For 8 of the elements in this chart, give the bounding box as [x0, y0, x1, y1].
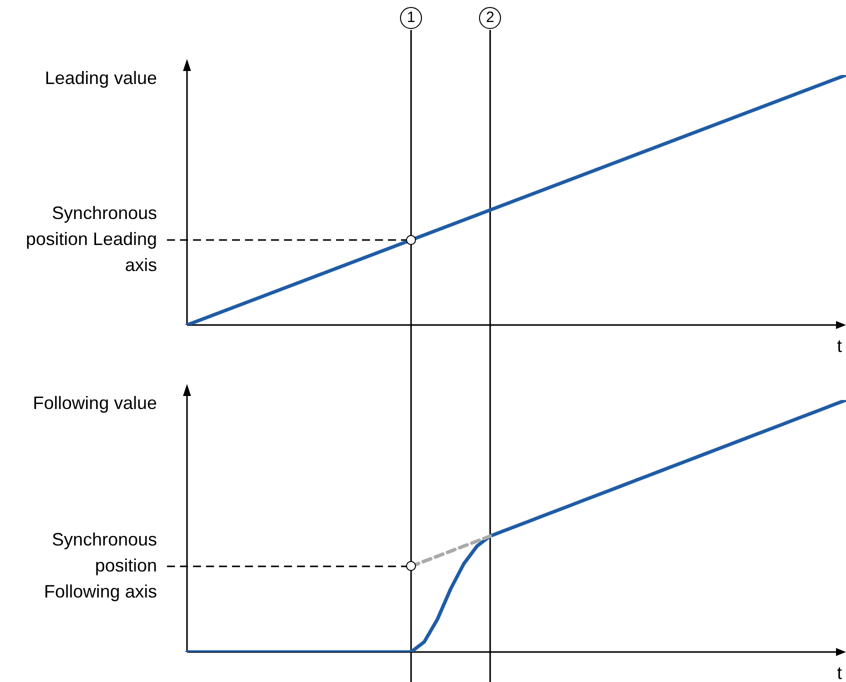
- text: 2: [479, 7, 502, 29]
- x-axis-title: t: [836, 662, 842, 682]
- text: Synchronous position Following axis: [44, 529, 157, 602]
- x-axis-title: t: [836, 336, 842, 356]
- y-axis-title: Following value: [32, 392, 157, 413]
- y-axis-title: Leading value: [44, 68, 157, 88]
- text: Synchronous position Leading axis: [26, 202, 157, 275]
- text: 1: [400, 7, 422, 29]
